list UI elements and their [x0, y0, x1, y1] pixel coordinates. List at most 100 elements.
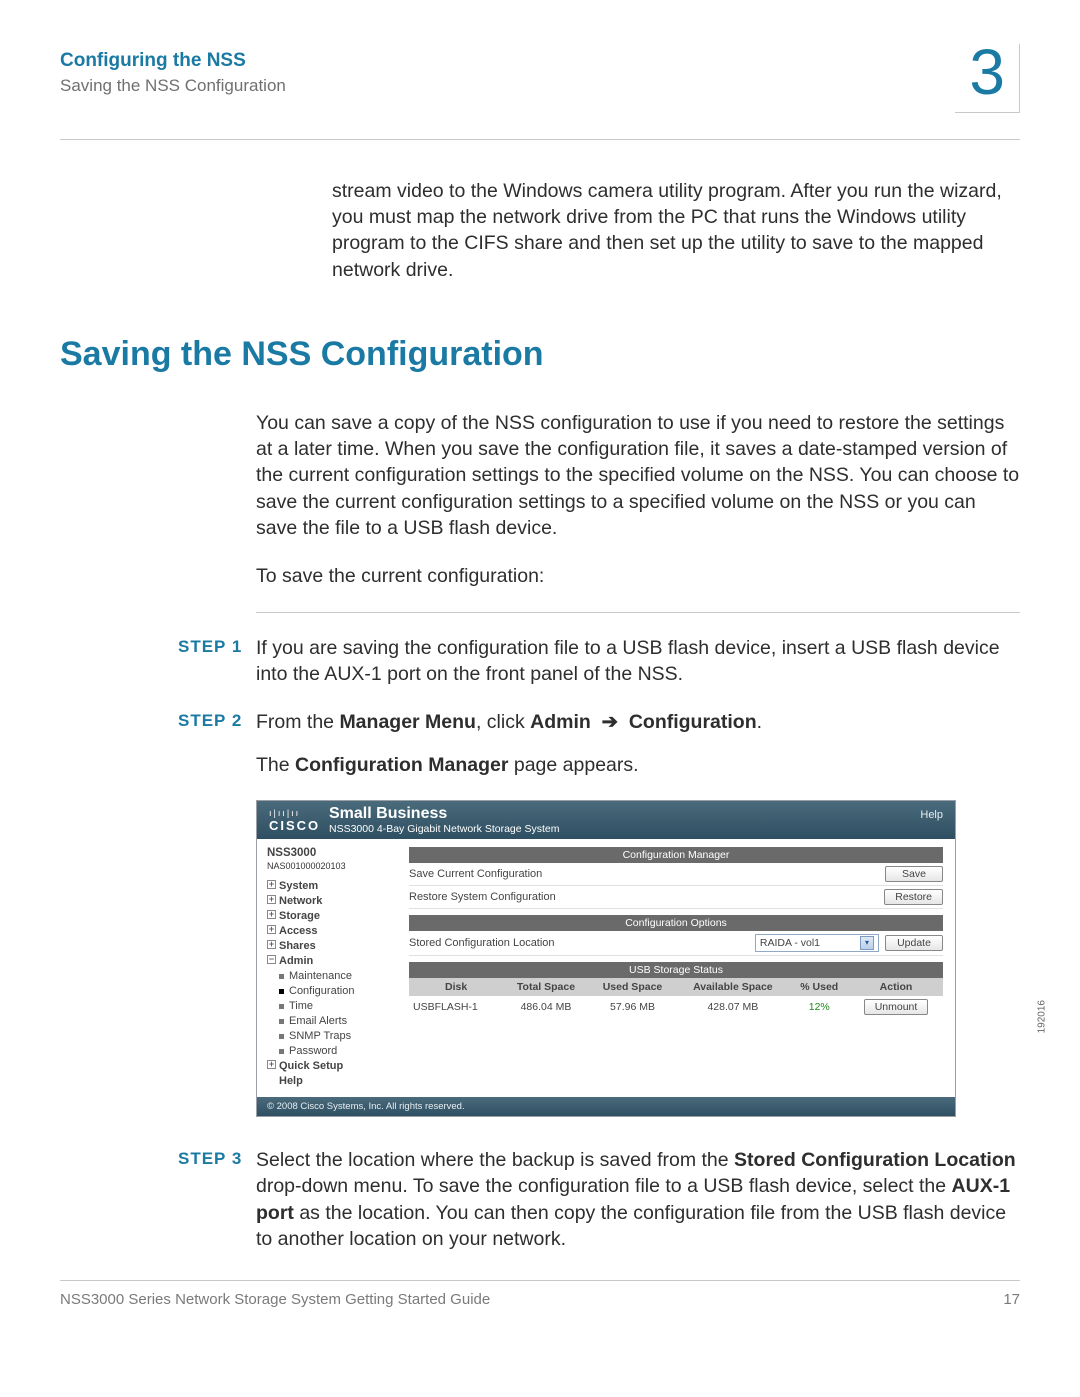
nav-sidebar: NSS3000 NAS001000020103 +System+Network+…: [257, 839, 397, 1097]
nav-item-label: Help: [279, 1075, 303, 1087]
expand-icon: +: [267, 1060, 276, 1069]
step-3: STEP 3 Select the location where the bac…: [178, 1147, 1020, 1252]
nav-item[interactable]: +Network: [267, 894, 391, 909]
help-link[interactable]: Help: [920, 809, 943, 821]
expand-icon: +: [267, 910, 276, 919]
nav-item[interactable]: +Quick Setup: [267, 1059, 391, 1074]
product-subtitle: NSS3000 4-Bay Gigabit Network Storage Sy…: [329, 823, 560, 835]
usb-status-table: Disk Total Space Used Space Available Sp…: [409, 978, 943, 1018]
nav-item-label: System: [279, 880, 318, 892]
save-config-row: Save Current Configuration Save: [409, 863, 943, 886]
stored-location-dropdown[interactable]: RAIDA - vol1 ▾: [755, 934, 879, 952]
nav-item[interactable]: Maintenance: [267, 969, 391, 984]
screenshot-wrapper: ı|ıı|ıı CISCO Small Business NSS3000 4-B…: [256, 800, 1020, 1117]
expand-icon: +: [267, 940, 276, 949]
step2-line2: The Configuration Manager page appears.: [256, 752, 762, 778]
image-id: 192016: [1036, 1000, 1047, 1033]
document-page: Configuring the NSS Saving the NSS Confi…: [0, 0, 1080, 1338]
td-avail: 428.07 MB: [676, 996, 789, 1018]
intro-paragraph: stream video to the Windows camera utili…: [332, 178, 1020, 283]
restore-config-label: Restore System Configuration: [409, 891, 884, 903]
save-button[interactable]: Save: [885, 866, 943, 882]
restore-config-row: Restore System Configuration Restore: [409, 886, 943, 909]
screenshot-body: NSS3000 NAS001000020103 +System+Network+…: [257, 839, 955, 1097]
th-action: Action: [849, 978, 943, 996]
step-label: STEP 3: [178, 1147, 256, 1252]
step-1: STEP 1 If you are saving the configurati…: [178, 635, 1020, 688]
nav-item-label: Password: [289, 1045, 337, 1057]
page-header: Configuring the NSS Saving the NSS Confi…: [60, 50, 1020, 113]
nav-item-label: Admin: [279, 955, 313, 967]
th-total: Total Space: [503, 978, 589, 996]
step-label: STEP 2: [178, 709, 256, 778]
nav-item[interactable]: +Shares: [267, 939, 391, 954]
screenshot-main: Configuration Manager Save Current Confi…: [397, 839, 955, 1097]
nav-device-id: NAS001000020103: [267, 861, 391, 871]
th-pct: % Used: [790, 978, 849, 996]
nav-list: +System+Network+Storage+Access+Shares−Ad…: [267, 879, 391, 1089]
td-disk: USBFLASH-1: [409, 996, 503, 1018]
nav-item-label: Quick Setup: [279, 1060, 343, 1072]
step1-text: If you are saving the configuration file…: [256, 635, 1020, 688]
expand-icon: +: [267, 880, 276, 889]
screenshot-footer: © 2008 Cisco Systems, Inc. All rights re…: [257, 1097, 955, 1116]
td-used: 57.96 MB: [589, 996, 676, 1018]
nav-item[interactable]: Email Alerts: [267, 1014, 391, 1029]
small-business-title: Small Business: [329, 805, 447, 823]
nav-item-label: Maintenance: [289, 970, 352, 982]
nav-item-label: Network: [279, 895, 322, 907]
td-pct: 12%: [790, 996, 849, 1018]
th-used: Used Space: [589, 978, 676, 996]
nav-item[interactable]: Help: [267, 1074, 391, 1089]
nav-item-label: Access: [279, 925, 318, 937]
chapter-subtitle: Saving the NSS Configuration: [60, 76, 286, 96]
table-header-row: Disk Total Space Used Space Available Sp…: [409, 978, 943, 996]
step-label: STEP 1: [178, 635, 256, 688]
step-text: If you are saving the configuration file…: [256, 635, 1020, 688]
nav-item-label: Shares: [279, 940, 316, 952]
save-config-label: Save Current Configuration: [409, 868, 885, 880]
nav-item-label: Configuration: [289, 985, 354, 997]
expand-icon: −: [267, 955, 276, 964]
config-manager-bar: Configuration Manager: [409, 847, 943, 863]
th-disk: Disk: [409, 978, 503, 996]
footer-page-number: 17: [1003, 1291, 1020, 1308]
step-text: Select the location where the backup is …: [256, 1147, 1020, 1252]
update-button[interactable]: Update: [885, 935, 943, 951]
body-paragraph-2: To save the current configuration:: [256, 563, 1020, 589]
nav-item[interactable]: Time: [267, 999, 391, 1014]
header-text-block: Configuring the NSS Saving the NSS Confi…: [60, 50, 286, 96]
td-action: Unmount: [849, 996, 943, 1018]
screenshot-header: ı|ıı|ıı CISCO Small Business NSS3000 4-B…: [257, 801, 955, 839]
table-row: USBFLASH-1 486.04 MB 57.96 MB 428.07 MB …: [409, 996, 943, 1018]
config-manager-screenshot: ı|ıı|ıı CISCO Small Business NSS3000 4-B…: [256, 800, 956, 1117]
nav-item[interactable]: −Admin: [267, 954, 391, 969]
chevron-down-icon: ▾: [860, 936, 874, 950]
nav-item[interactable]: +System: [267, 879, 391, 894]
nav-item[interactable]: +Access: [267, 924, 391, 939]
nav-item-label: SNMP Traps: [289, 1030, 351, 1042]
nav-item-label: Storage: [279, 910, 320, 922]
nav-item-label: Time: [289, 1000, 313, 1012]
body-paragraph-1: You can save a copy of the NSS configura…: [256, 410, 1020, 542]
nav-item-label: Email Alerts: [289, 1015, 347, 1027]
expand-icon: +: [267, 895, 276, 904]
nav-device-name: NSS3000: [267, 847, 391, 859]
unmount-button[interactable]: Unmount: [864, 999, 929, 1015]
usb-status-bar: USB Storage Status: [409, 962, 943, 978]
nav-item[interactable]: SNMP Traps: [267, 1029, 391, 1044]
th-avail: Available Space: [676, 978, 789, 996]
expand-icon: +: [267, 925, 276, 934]
footer-doc-title: NSS3000 Series Network Storage System Ge…: [60, 1291, 490, 1308]
nav-item[interactable]: +Storage: [267, 909, 391, 924]
stored-location-label: Stored Configuration Location: [409, 937, 755, 949]
chapter-number: 3: [955, 44, 1020, 113]
dropdown-value: RAIDA - vol1: [760, 937, 820, 949]
nav-item[interactable]: Configuration: [267, 984, 391, 999]
restore-button[interactable]: Restore: [884, 889, 943, 905]
nav-item[interactable]: Password: [267, 1044, 391, 1059]
page-footer: NSS3000 Series Network Storage System Ge…: [60, 1291, 1020, 1308]
td-total: 486.04 MB: [503, 996, 589, 1018]
body-block: You can save a copy of the NSS configura…: [256, 410, 1020, 613]
config-options-bar: Configuration Options: [409, 915, 943, 931]
